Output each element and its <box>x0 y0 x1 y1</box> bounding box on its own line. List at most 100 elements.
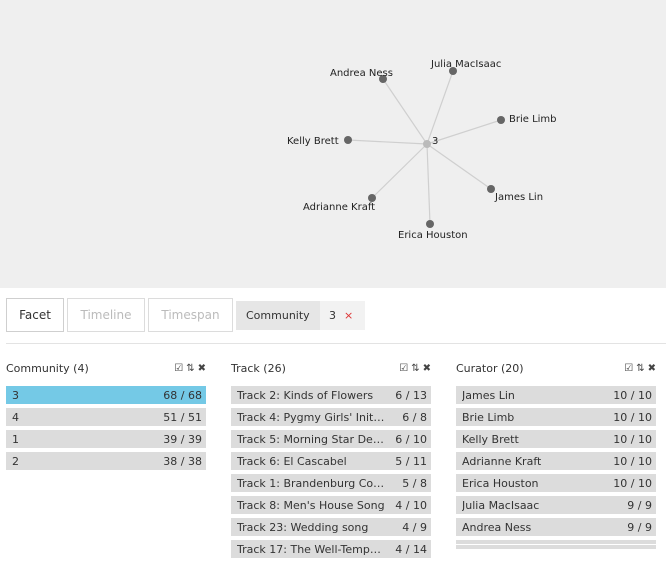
graph-node-label: Erica Houston <box>398 230 468 241</box>
facet-list: James Lin 10 / 10 Brie Limb 10 / 10 Kelly Br… <box>456 386 656 536</box>
facet-row-label: 1 <box>12 432 19 446</box>
network-graph[interactable]: Andrea Ness Julia MacIsaac Brie Limb Kelly … <box>0 0 666 288</box>
facet-row-count: 9 / 9 <box>627 498 652 512</box>
check-square-icon[interactable]: ☑ <box>399 362 409 374</box>
facet-row[interactable]: Erica Houston 10 / 10 <box>456 474 656 492</box>
facet-actions: ☑ ⇅ ✖ <box>174 363 206 374</box>
graph-node[interactable] <box>379 75 387 83</box>
facet-row[interactable]: Track 17: The Well-Tempere… 4 / 14 <box>231 540 431 558</box>
close-icon[interactable]: ✖ <box>197 362 206 374</box>
facet-row[interactable]: Track 23: Wedding song 4 / 9 <box>231 518 431 536</box>
graph-node-label: Julia MacIsaac <box>430 59 501 70</box>
more-rows-indicator <box>456 540 656 549</box>
check-square-icon[interactable]: ☑ <box>174 362 184 374</box>
facet-row[interactable]: Andrea Ness 9 / 9 <box>456 518 656 536</box>
facet-header: Community (4) ☑ ⇅ ✖ <box>6 360 206 376</box>
facet-row-count: 10 / 10 <box>613 454 652 468</box>
graph-edge <box>382 78 428 145</box>
facet-row[interactable]: 3 68 / 68 <box>6 386 206 404</box>
facet-row-count: 4 / 9 <box>402 520 427 534</box>
facet-row-label: Track 2: Kinds of Flowers <box>237 388 374 402</box>
graph-nodes[interactable]: Andrea Ness Julia MacIsaac Brie Limb Kelly … <box>287 59 557 241</box>
facet-row[interactable]: 2 38 / 38 <box>6 452 206 470</box>
graph-node[interactable] <box>487 185 495 193</box>
facet-row[interactable]: 1 39 / 39 <box>6 430 206 448</box>
facet-row-count: 5 / 11 <box>395 454 427 468</box>
facet-row-count: 5 / 8 <box>402 476 427 490</box>
facet-row[interactable]: Track 2: Kinds of Flowers 6 / 13 <box>231 386 431 404</box>
check-square-icon[interactable]: ☑ <box>624 362 634 374</box>
graph-edges <box>347 70 502 225</box>
facet-row-count: 10 / 10 <box>613 432 652 446</box>
facet-row-label: 2 <box>12 454 19 468</box>
facet-actions: ☑ ⇅ ✖ <box>624 363 656 374</box>
graph-node[interactable] <box>368 194 376 202</box>
active-filter-chip: Community 3 × <box>236 301 365 330</box>
tab-timespan[interactable]: Timespan <box>148 298 233 332</box>
graph-node-label: Adrianne Kraft <box>303 202 375 213</box>
graph-node[interactable] <box>344 136 352 144</box>
close-icon[interactable]: ✖ <box>647 362 656 374</box>
facet-row-label: Adrianne Kraft <box>462 454 542 468</box>
graph-edge <box>371 143 428 199</box>
facet-row[interactable]: Track 1: Brandenburg Conc… 5 / 8 <box>231 474 431 492</box>
graph-node-label: Brie Limb <box>509 114 557 125</box>
partial-row <box>456 540 656 544</box>
facet-track: Track (26) ☑ ⇅ ✖ Track 2: Kinds of Flowe… <box>231 360 431 562</box>
facet-row-label: James Lin <box>462 388 515 402</box>
graph-node[interactable] <box>426 220 434 228</box>
facet-row-label: Track 5: Morning Star Devi… <box>237 432 387 446</box>
facet-row-label: Brie Limb <box>462 410 515 424</box>
graph-canvas[interactable]: Andrea Ness Julia MacIsaac Brie Limb Kelly … <box>0 0 666 288</box>
facet-header: Curator (20) ☑ ⇅ ✖ <box>456 360 656 376</box>
facet-row-count: 6 / 8 <box>402 410 427 424</box>
facet-row-count: 10 / 10 <box>613 388 652 402</box>
sort-alpha-icon[interactable]: ⇅ <box>411 362 420 374</box>
graph-node-label: Kelly Brett <box>287 136 339 147</box>
facet-row[interactable]: Brie Limb 10 / 10 <box>456 408 656 426</box>
partial-row <box>456 545 656 549</box>
graph-node[interactable] <box>449 67 457 75</box>
remove-filter-close-icon[interactable]: × <box>344 309 354 322</box>
facet-row[interactable]: Adrianne Kraft 10 / 10 <box>456 452 656 470</box>
sort-alpha-icon[interactable]: ⇅ <box>636 362 645 374</box>
sort-alpha-icon[interactable]: ⇅ <box>186 362 195 374</box>
facet-row-count: 10 / 10 <box>613 476 652 490</box>
graph-edge <box>426 143 492 190</box>
facet-row[interactable]: Kelly Brett 10 / 10 <box>456 430 656 448</box>
tab-timeline[interactable]: Timeline <box>67 298 145 332</box>
facet-list: 3 68 / 68 4 51 / 51 1 39 / 39 2 38 / 38 <box>6 386 206 470</box>
facet-row-label: Track 6: El Cascabel <box>237 454 347 468</box>
facet-row[interactable]: 4 51 / 51 <box>6 408 206 426</box>
facet-row-label: Track 17: The Well-Tempere… <box>237 542 387 556</box>
tabbar-divider <box>6 343 666 344</box>
facet-row[interactable]: Track 4: Pygmy Girls' Initia… 6 / 8 <box>231 408 431 426</box>
graph-edge <box>347 139 428 145</box>
facet-title: Community (4) <box>6 361 89 375</box>
facet-row-label: Andrea Ness <box>462 520 532 534</box>
facet-row-count: 6 / 13 <box>395 388 427 402</box>
facet-curator: Curator (20) ☑ ⇅ ✖ James Lin 10 / 10 Brie … <box>456 360 656 550</box>
view-tabbar: Facet Timeline Timespan Community 3 × <box>0 288 666 344</box>
facet-actions: ☑ ⇅ ✖ <box>399 363 431 374</box>
facet-row[interactable]: Julia MacIsaac 9 / 9 <box>456 496 656 514</box>
graph-center-node[interactable] <box>423 140 431 148</box>
facet-row[interactable]: Track 5: Morning Star Devi… 6 / 10 <box>231 430 431 448</box>
facet-title: Curator (20) <box>456 361 524 375</box>
graph-center-label: 3 <box>432 136 438 147</box>
facet-row[interactable]: James Lin 10 / 10 <box>456 386 656 404</box>
facet-row-count: 68 / 68 <box>163 388 202 402</box>
facet-row-label: Track 23: Wedding song <box>237 520 369 534</box>
graph-node[interactable] <box>497 116 505 124</box>
filter-value: 3 <box>329 309 336 322</box>
facet-row-count: 6 / 10 <box>395 432 427 446</box>
facet-row-count: 4 / 14 <box>395 542 427 556</box>
graph-edge <box>426 119 502 145</box>
facet-row-label: Track 1: Brandenburg Conc… <box>237 476 387 490</box>
facet-row-label: Julia MacIsaac <box>462 498 540 512</box>
tab-facet[interactable]: Facet <box>6 298 64 332</box>
facet-row-count: 38 / 38 <box>163 454 202 468</box>
close-icon[interactable]: ✖ <box>422 362 431 374</box>
facet-row[interactable]: Track 6: El Cascabel 5 / 11 <box>231 452 431 470</box>
facet-row[interactable]: Track 8: Men's House Song 4 / 10 <box>231 496 431 514</box>
